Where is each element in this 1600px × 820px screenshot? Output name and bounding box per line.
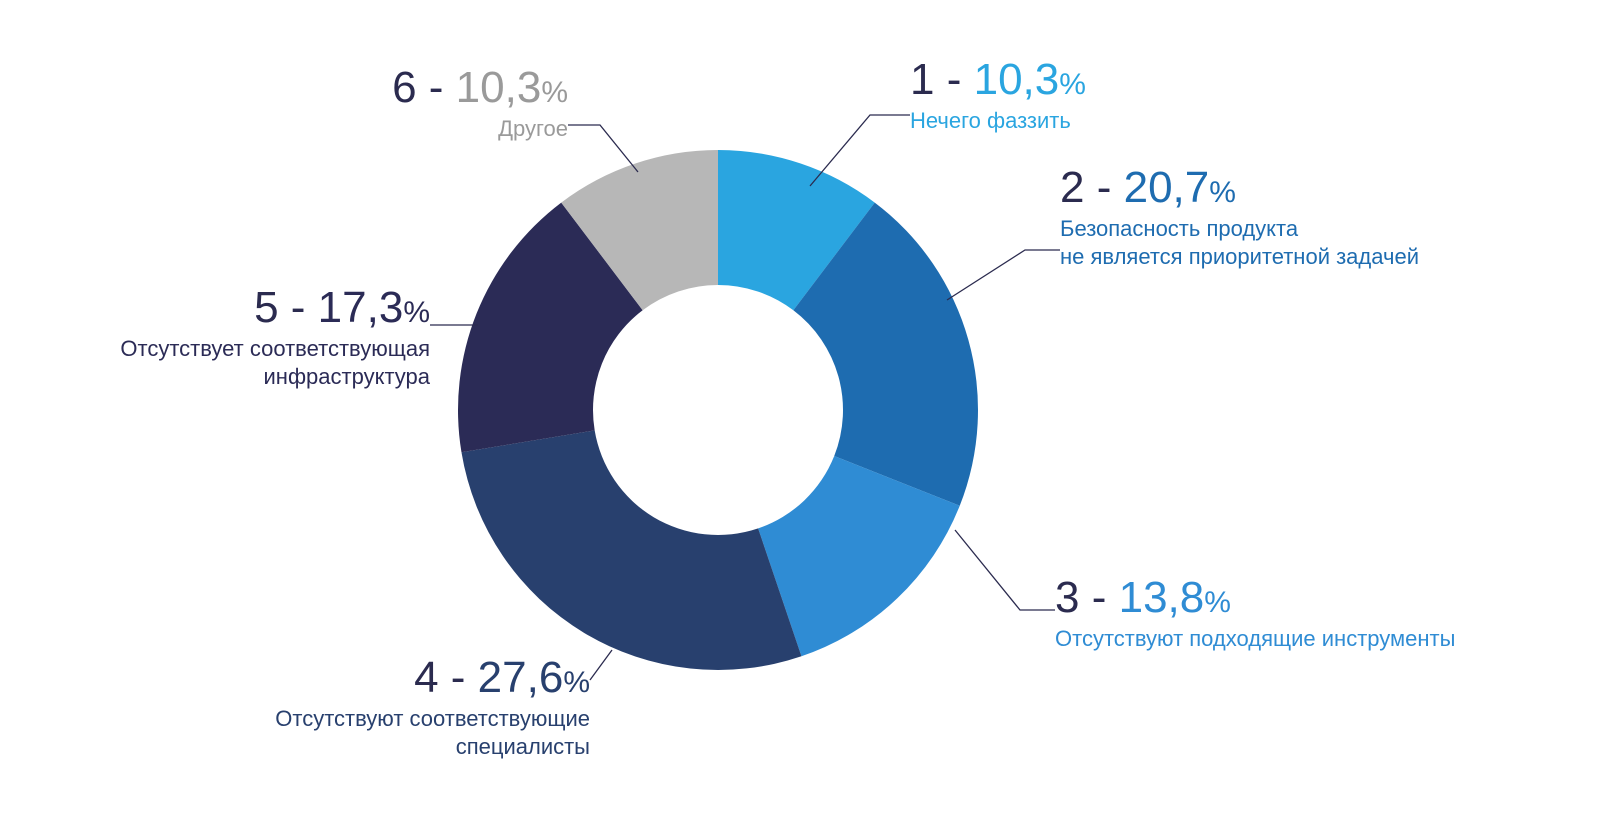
slice-desc-line: Отсутствуют соответствующие (275, 705, 590, 733)
percent-sign: % (1059, 68, 1086, 101)
slice-desc-line: Нечего фаззить (910, 107, 1086, 135)
slice-label-2: 2 - 20,7%Безопасность продуктане являетс… (1060, 160, 1419, 270)
percent-sign: % (541, 76, 568, 109)
slice-number: 1 (910, 55, 934, 104)
slice-number: 4 (414, 653, 438, 702)
slice-heading-1: 1 - 10,3% (910, 52, 1086, 107)
donut-chart: 1 - 10,3%Нечего фаззить2 - 20,7%Безопасн… (0, 0, 1600, 820)
donut-svg (0, 0, 1600, 820)
slice-desc-line: Отсутствуют подходящие инструменты (1055, 625, 1455, 653)
dash-separator: - (279, 283, 318, 332)
slice-heading-6: 6 - 10,3% (392, 60, 568, 115)
leader-line-6 (568, 125, 638, 172)
slice-heading-4: 4 - 27,6% (275, 650, 590, 705)
slice-label-3: 3 - 13,8%Отсутствуют подходящие инструме… (1055, 570, 1455, 653)
slice-label-6: 6 - 10,3%Другое (392, 60, 568, 143)
slice-percent: 10,3 (456, 63, 542, 112)
donut-slice-4 (461, 430, 801, 670)
slice-percent: 27,6 (478, 653, 564, 702)
slice-heading-2: 2 - 20,7% (1060, 160, 1419, 215)
slice-desc-line: инфраструктура (120, 363, 430, 391)
leader-line-2 (947, 250, 1060, 300)
slice-number: 6 (392, 63, 416, 112)
slice-heading-3: 3 - 13,8% (1055, 570, 1455, 625)
percent-sign: % (563, 666, 590, 699)
slice-percent: 20,7 (1124, 163, 1210, 212)
dash-separator: - (417, 63, 456, 112)
percent-sign: % (403, 296, 430, 329)
leader-line-3 (955, 530, 1055, 610)
percent-sign: % (1209, 176, 1236, 209)
leader-line-4 (590, 650, 612, 680)
slice-desc-line: специалисты (275, 733, 590, 761)
slice-percent: 17,3 (318, 283, 404, 332)
slice-heading-5: 5 - 17,3% (120, 280, 430, 335)
slice-percent: 10,3 (974, 55, 1060, 104)
slice-label-5: 5 - 17,3%Отсутствует соответствующаяинфр… (120, 280, 430, 390)
percent-sign: % (1204, 586, 1231, 619)
slice-desc-line: не является приоритетной задачей (1060, 243, 1419, 271)
slice-desc-line: Безопасность продукта (1060, 215, 1419, 243)
slice-label-1: 1 - 10,3%Нечего фаззить (910, 52, 1086, 135)
dash-separator: - (1084, 163, 1123, 212)
slice-desc-line: Другое (392, 115, 568, 143)
slice-percent: 13,8 (1119, 573, 1205, 622)
dash-separator: - (934, 55, 973, 104)
slice-number: 5 (254, 283, 278, 332)
slice-number: 2 (1060, 163, 1084, 212)
slice-desc-line: Отсутствует соответствующая (120, 335, 430, 363)
slice-label-4: 4 - 27,6%Отсутствуют соответствующиеспец… (275, 650, 590, 760)
dash-separator: - (1079, 573, 1118, 622)
dash-separator: - (439, 653, 478, 702)
slice-number: 3 (1055, 573, 1079, 622)
